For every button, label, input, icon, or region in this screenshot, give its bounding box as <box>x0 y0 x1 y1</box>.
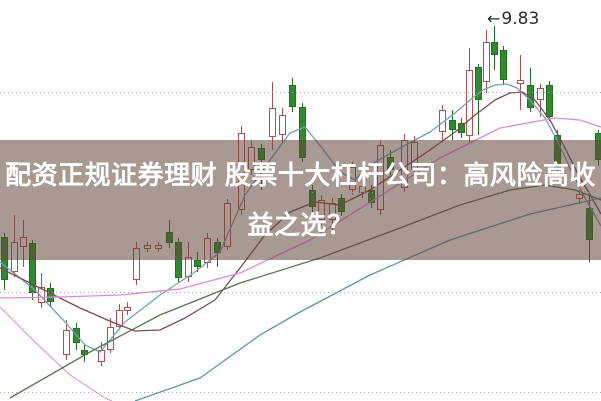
candlestick-down <box>475 67 482 100</box>
candlestick-up <box>38 287 45 303</box>
title-line-2: 益之选？ <box>247 210 354 240</box>
price-high-value: 9.83 <box>501 9 540 29</box>
candlestick-up <box>483 42 490 82</box>
candlestick-up <box>279 115 286 135</box>
candlestick-down <box>546 85 553 117</box>
ma-aux-pink <box>0 306 113 401</box>
candlestick-down <box>500 50 507 80</box>
candlestick-up <box>537 88 544 100</box>
candlestick-up <box>124 307 131 311</box>
left-arrow-icon: ← <box>487 9 501 28</box>
candlestick-down <box>458 123 465 133</box>
candlestick-down <box>449 120 456 130</box>
article-title: 配资正规证券理财 股票十大杠杆公司：高风险高收 益之选？ <box>0 150 601 250</box>
candle-wick <box>540 84 541 117</box>
candlestick-up <box>116 310 123 327</box>
candlestick-up <box>517 80 524 84</box>
price-high-callout: ←9.83 <box>487 9 539 29</box>
candlestick-down <box>289 85 296 107</box>
candlestick-up <box>269 108 276 137</box>
candlestick-up <box>63 330 70 355</box>
title-overlay-band <box>0 140 601 260</box>
title-line-1: 配资正规证券理财 股票十大杠杆公司：高风险高收 <box>5 160 596 190</box>
candlestick-down <box>491 42 498 55</box>
candlestick-down <box>194 260 201 267</box>
